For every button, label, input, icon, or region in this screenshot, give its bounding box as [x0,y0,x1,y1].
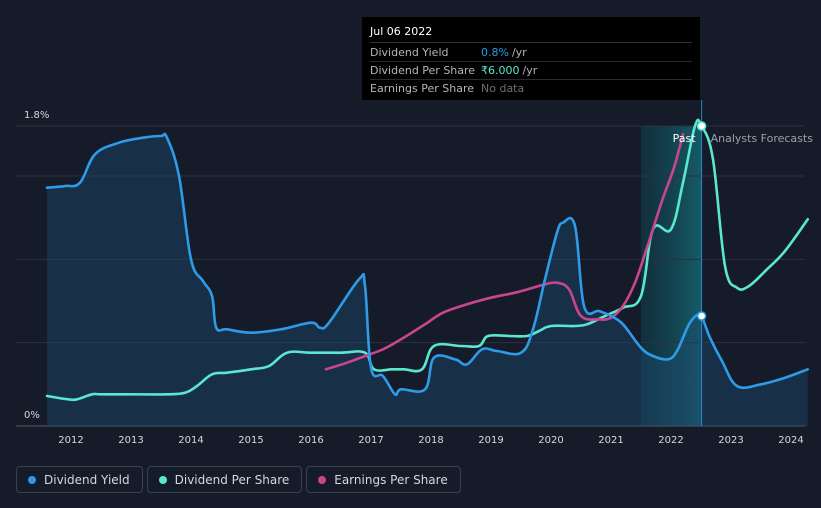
tooltip-unit: /yr [522,64,538,77]
x-tick-label: 2017 [358,435,383,446]
legend-dot-icon [318,475,327,484]
tooltip-label: Dividend Yield [370,46,449,59]
x-tick-label: 2016 [298,435,323,446]
tooltip-unit: /yr [511,46,527,59]
y-tick-label: 0% [24,410,40,421]
dividend-yield-line [45,132,810,397]
hover-tooltip: Jul 06 2022 Dividend Yield 0.8% /yr Divi… [362,17,700,100]
legend-dot-icon [158,475,167,484]
past-label: Past [673,132,697,145]
x-tick-label: 2021 [598,435,623,446]
x-tick-label: 2014 [178,435,203,446]
x-tick-label: 2020 [538,435,563,446]
legend-item-dividend-per-share[interactable]: Dividend Per Share [146,466,303,493]
tooltip-value: ₹6.000 [481,64,520,77]
x-tick-label: 2015 [238,435,263,446]
tooltip-value: No data [481,82,525,95]
x-tick-label: 2012 [58,435,83,446]
legend-item-earnings-per-share[interactable]: Earnings Per Share [306,466,461,493]
legend-dot-icon [28,475,36,484]
tooltip-label: Dividend Per Share [370,64,476,77]
grid-lines [16,125,805,427]
tooltip-row-dividend-per-share: Dividend Per Share ₹6.000 /yr [370,62,692,80]
dividend-yield-area [47,133,808,426]
x-tick-label: 2023 [718,435,743,446]
tooltip-date: Jul 06 2022 [370,25,692,43]
chart-legend: Dividend Yield Dividend Per Share Earnin… [16,466,461,493]
dividend-per-share-marker [696,121,707,131]
legend-label: Dividend Yield [44,472,130,487]
legend-label: Dividend Per Share [174,472,290,487]
tooltip-label: Earnings Per Share [370,82,475,95]
forecast-label: Analysts Forecasts [711,132,814,145]
x-tick-label: 2019 [478,435,503,446]
dividend-yield-marker [696,311,707,321]
x-tick-label: 2013 [118,435,143,446]
y-tick-label: 1.8% [24,110,49,121]
tooltip-row-earnings-per-share: Earnings Per Share No data [370,80,692,97]
legend-item-dividend-yield[interactable]: Dividend Yield [16,466,143,493]
x-tick-label: 2018 [418,435,443,446]
tooltip-value: 0.8% [481,46,509,59]
x-tick-label: 2022 [658,435,683,446]
tooltip-row-dividend-yield: Dividend Yield 0.8% /yr [370,44,692,62]
x-tick-label: 2024 [778,435,803,446]
legend-label: Earnings Per Share [334,472,448,487]
